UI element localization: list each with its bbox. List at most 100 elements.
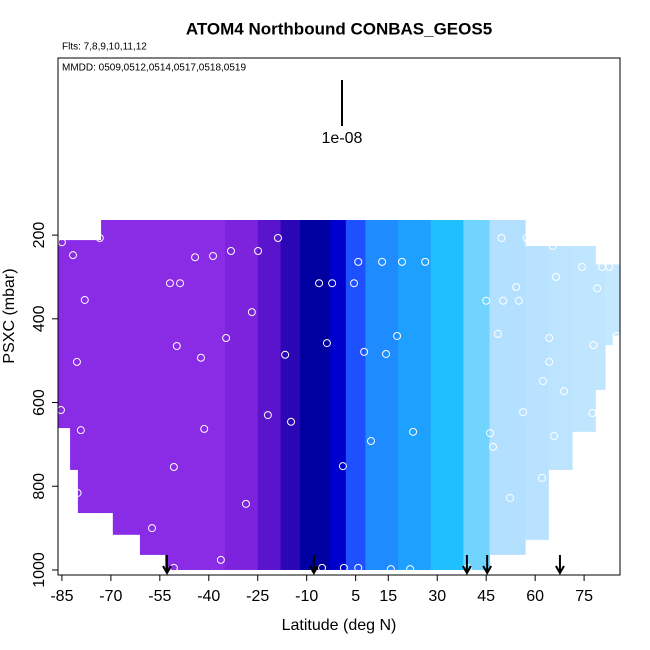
curtain-column bbox=[300, 220, 331, 570]
sample-point bbox=[339, 563, 348, 572]
sample-point bbox=[360, 347, 369, 356]
sample-point bbox=[512, 282, 521, 291]
curtain-column bbox=[548, 245, 573, 470]
curtain-column bbox=[225, 220, 259, 570]
sample-point bbox=[176, 279, 185, 288]
sample-point bbox=[587, 238, 596, 247]
sample-point bbox=[578, 262, 587, 271]
curtain-column bbox=[329, 220, 347, 570]
annotation: MMDD: 0509,0512,0514,0517,0518,0519 bbox=[62, 63, 246, 74]
curtain-column bbox=[280, 220, 301, 570]
curtain-column bbox=[525, 245, 549, 540]
sample-point bbox=[69, 251, 78, 260]
sample-point bbox=[406, 565, 415, 574]
x-tick-label: 60 bbox=[526, 588, 544, 605]
sample-point bbox=[263, 411, 272, 420]
sample-point bbox=[514, 296, 523, 305]
x-tick-label: -40 bbox=[197, 588, 220, 605]
x-tick-label: 30 bbox=[428, 588, 446, 605]
curtain-column bbox=[463, 220, 491, 570]
y-tick-label: 400 bbox=[31, 305, 48, 332]
sample-point bbox=[421, 257, 430, 266]
arrow bbox=[309, 555, 319, 576]
x-tick-label: 15 bbox=[379, 588, 397, 605]
sample-point bbox=[588, 408, 597, 417]
sample-point bbox=[589, 341, 598, 350]
curtain-column bbox=[70, 240, 79, 470]
plot-frame bbox=[57, 57, 621, 576]
sample-point bbox=[273, 234, 282, 243]
sample-point bbox=[593, 284, 602, 293]
curtain-column bbox=[430, 220, 464, 570]
sample-point bbox=[209, 252, 218, 261]
curtain-column bbox=[101, 220, 114, 514]
sample-point bbox=[493, 329, 502, 338]
sample-point bbox=[216, 555, 225, 564]
chart-title: ATOM4 Northbound CONBAS_GEOS5 bbox=[186, 19, 492, 38]
sample-point bbox=[567, 238, 576, 247]
x-tick-label: 5 bbox=[351, 588, 360, 605]
sample-point bbox=[354, 257, 363, 266]
x-axis-label: Latitude (deg N) bbox=[282, 617, 397, 634]
sample-point bbox=[366, 437, 375, 446]
sample-point bbox=[350, 279, 359, 288]
sample-point bbox=[281, 350, 290, 359]
curtain-column bbox=[139, 220, 166, 555]
x-tick-label: -85 bbox=[50, 588, 73, 605]
sample-point bbox=[56, 406, 65, 415]
sample-point bbox=[482, 296, 491, 305]
sample-point bbox=[169, 462, 178, 471]
x-tick-label: -55 bbox=[148, 588, 171, 605]
sample-point bbox=[72, 357, 81, 366]
curtain-column bbox=[398, 220, 432, 570]
sample-point bbox=[328, 279, 337, 288]
sample-point bbox=[378, 257, 387, 266]
arrow bbox=[162, 555, 172, 576]
sample-point bbox=[497, 234, 506, 243]
sample-point bbox=[537, 473, 546, 482]
sample-point bbox=[486, 429, 495, 438]
sample-point bbox=[393, 331, 402, 340]
curtain-column bbox=[604, 264, 613, 346]
curtain-column bbox=[572, 245, 596, 432]
sample-point bbox=[241, 499, 250, 508]
curtain-column bbox=[612, 264, 621, 336]
y-tick-label: 1000 bbox=[31, 552, 48, 588]
sample-point bbox=[318, 563, 327, 572]
sample-point bbox=[548, 241, 557, 250]
sample-point bbox=[386, 565, 395, 574]
sample-point bbox=[519, 408, 528, 417]
sample-point bbox=[172, 342, 181, 351]
y-tick-label: 200 bbox=[31, 222, 48, 249]
x-tick-label: -70 bbox=[99, 588, 122, 605]
sample-point bbox=[552, 272, 561, 281]
curtain-column bbox=[112, 220, 141, 535]
sample-point bbox=[489, 568, 498, 577]
sample-point bbox=[73, 488, 82, 497]
sample-point bbox=[538, 377, 547, 386]
sample-point bbox=[550, 432, 559, 441]
sample-point bbox=[80, 295, 89, 304]
sample-point bbox=[287, 417, 296, 426]
sample-point bbox=[545, 357, 554, 366]
sample-point bbox=[147, 524, 156, 533]
legend-label: 1e-08 bbox=[322, 130, 363, 147]
sample-point bbox=[522, 234, 531, 243]
sample-point bbox=[605, 262, 614, 271]
curtain-column bbox=[345, 220, 367, 570]
subtitle: Flts: 7,8,9,10,11,12 bbox=[62, 42, 147, 53]
sample-point bbox=[200, 424, 209, 433]
sample-point bbox=[354, 563, 363, 572]
x-tick-label: -25 bbox=[246, 588, 269, 605]
sample-point bbox=[254, 246, 263, 255]
curtain-column bbox=[595, 264, 606, 390]
sample-point bbox=[397, 257, 406, 266]
sample-point bbox=[191, 253, 200, 262]
x-tick-label: -10 bbox=[295, 588, 318, 605]
sample-point bbox=[226, 246, 235, 255]
x-tick-label: 75 bbox=[575, 588, 593, 605]
sample-point bbox=[222, 334, 231, 343]
sample-point bbox=[315, 279, 324, 288]
sample-point bbox=[322, 339, 331, 348]
